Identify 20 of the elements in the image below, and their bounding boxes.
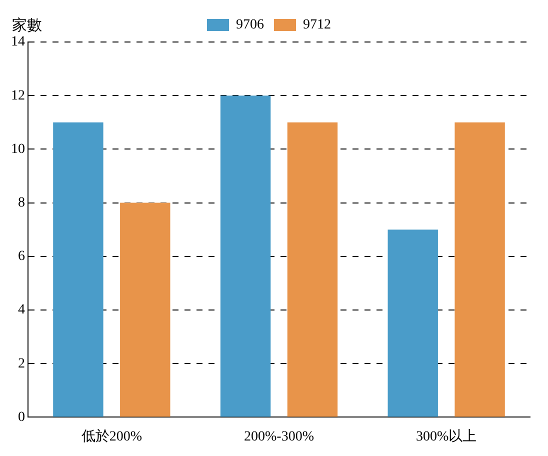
y-tick-label: 10 (11, 142, 25, 157)
y-tick-label: 14 (11, 34, 25, 50)
bar (120, 202, 170, 417)
bar (287, 122, 338, 417)
bar (220, 96, 271, 417)
x-tick-label: 低於200% (81, 428, 142, 444)
y-tick-label: 12 (11, 88, 25, 104)
bar (53, 122, 104, 417)
y-axis-title: 家數 (12, 16, 42, 34)
y-tick-label: 6 (18, 249, 25, 264)
bar (388, 230, 438, 417)
y-tick-label: 8 (18, 195, 25, 210)
y-tick-label: 4 (18, 302, 25, 318)
bar (454, 122, 505, 417)
x-tick-label: 300%以上 (416, 428, 477, 444)
legend-label: 9706 (236, 18, 264, 33)
x-tick-label: 200%-300% (244, 429, 314, 444)
y-tick-label: 2 (18, 356, 25, 372)
y-tick-label: 0 (18, 410, 25, 425)
legend-label: 9712 (303, 18, 331, 33)
